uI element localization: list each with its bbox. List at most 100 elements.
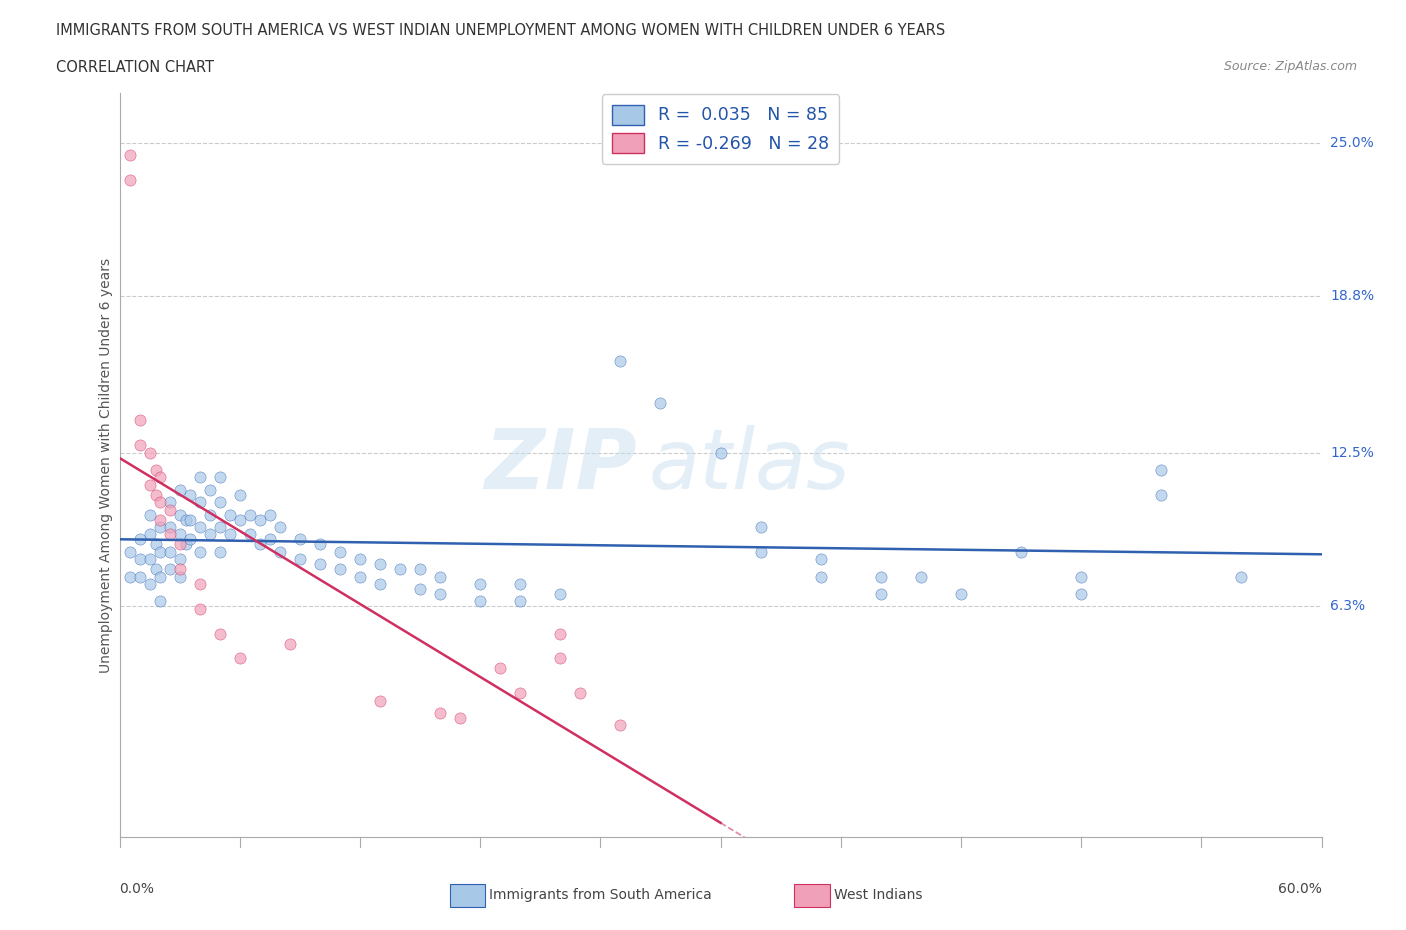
Point (169, 527, 191, 542)
Text: ZIP: ZIP (484, 424, 637, 506)
Text: Immigrants from South America: Immigrants from South America (489, 888, 711, 902)
Point (259, 532, 281, 547)
Point (159, 502, 181, 517)
Point (228, 487, 252, 502)
Point (218, 527, 240, 542)
Point (159, 495, 181, 510)
Point (1230, 569, 1253, 584)
Point (509, 685, 531, 700)
Point (179, 512, 201, 527)
Point (468, 594, 492, 609)
Point (188, 495, 211, 510)
Point (249, 512, 271, 527)
Point (239, 527, 262, 542)
Point (145, 562, 167, 577)
Point (188, 544, 211, 559)
Point (128, 413, 150, 428)
Point (188, 602, 211, 617)
Point (810, 569, 832, 584)
Point (174, 537, 197, 551)
Point (609, 353, 631, 368)
Point (269, 544, 291, 559)
Point (169, 551, 191, 566)
Legend: R =  0.035   N = 85, R = -0.269   N = 28: R = 0.035 N = 85, R = -0.269 N = 28 (602, 94, 839, 164)
Point (650, 395, 672, 410)
Point (409, 581, 432, 596)
Point (208, 626, 231, 641)
Point (749, 520, 772, 535)
Point (138, 527, 160, 542)
Point (1070, 569, 1092, 584)
Point (149, 544, 172, 559)
Point (869, 569, 893, 584)
Point (239, 507, 262, 522)
Text: atlas: atlas (648, 424, 851, 506)
Point (128, 551, 150, 566)
Point (149, 594, 172, 609)
Point (169, 483, 191, 498)
Point (228, 651, 252, 666)
Point (1150, 462, 1173, 477)
Point (149, 470, 172, 485)
Point (810, 551, 832, 566)
Point (368, 577, 391, 591)
Text: 25.0%: 25.0% (1330, 136, 1374, 150)
Point (198, 483, 221, 498)
Text: 6.3%: 6.3% (1330, 599, 1365, 614)
Point (429, 587, 451, 602)
Point (169, 537, 191, 551)
Point (198, 507, 221, 522)
Point (179, 487, 201, 502)
Point (188, 577, 211, 591)
Point (218, 507, 240, 522)
Point (449, 711, 471, 725)
Point (869, 587, 893, 602)
Point (910, 569, 932, 584)
Point (145, 487, 167, 502)
Point (228, 512, 252, 527)
Point (509, 594, 531, 609)
Point (138, 551, 160, 566)
Text: West Indians: West Indians (834, 888, 922, 902)
Point (118, 148, 141, 163)
Point (208, 495, 231, 510)
Point (249, 537, 271, 551)
Point (368, 693, 391, 708)
Point (388, 562, 412, 577)
Point (509, 577, 531, 591)
Point (259, 507, 281, 522)
Point (208, 544, 231, 559)
Text: 12.5%: 12.5% (1330, 445, 1374, 459)
Point (208, 520, 231, 535)
Point (1070, 587, 1092, 602)
Point (349, 569, 371, 584)
Point (149, 495, 172, 510)
Point (329, 544, 352, 559)
Point (309, 557, 332, 572)
Point (368, 557, 391, 572)
Point (468, 577, 492, 591)
Point (159, 527, 181, 542)
Point (128, 569, 150, 584)
Point (138, 445, 160, 460)
Point (550, 651, 572, 666)
Point (159, 562, 181, 577)
Point (188, 520, 211, 535)
Point (128, 438, 150, 453)
Text: Source: ZipAtlas.com: Source: ZipAtlas.com (1223, 60, 1357, 73)
Text: IMMIGRANTS FROM SOUTH AMERICA VS WEST INDIAN UNEMPLOYMENT AMONG WOMEN WITH CHILD: IMMIGRANTS FROM SOUTH AMERICA VS WEST IN… (56, 23, 945, 38)
Point (609, 718, 631, 733)
Point (179, 532, 201, 547)
Text: 18.8%: 18.8% (1330, 289, 1374, 303)
Point (409, 562, 432, 577)
Point (145, 537, 167, 551)
Point (128, 532, 150, 547)
Point (1010, 544, 1032, 559)
Point (138, 477, 160, 492)
Point (138, 507, 160, 522)
Point (145, 462, 167, 477)
Point (149, 569, 172, 584)
Text: 60.0%: 60.0% (1278, 882, 1322, 896)
Point (118, 569, 141, 584)
Text: CORRELATION CHART: CORRELATION CHART (56, 60, 214, 75)
